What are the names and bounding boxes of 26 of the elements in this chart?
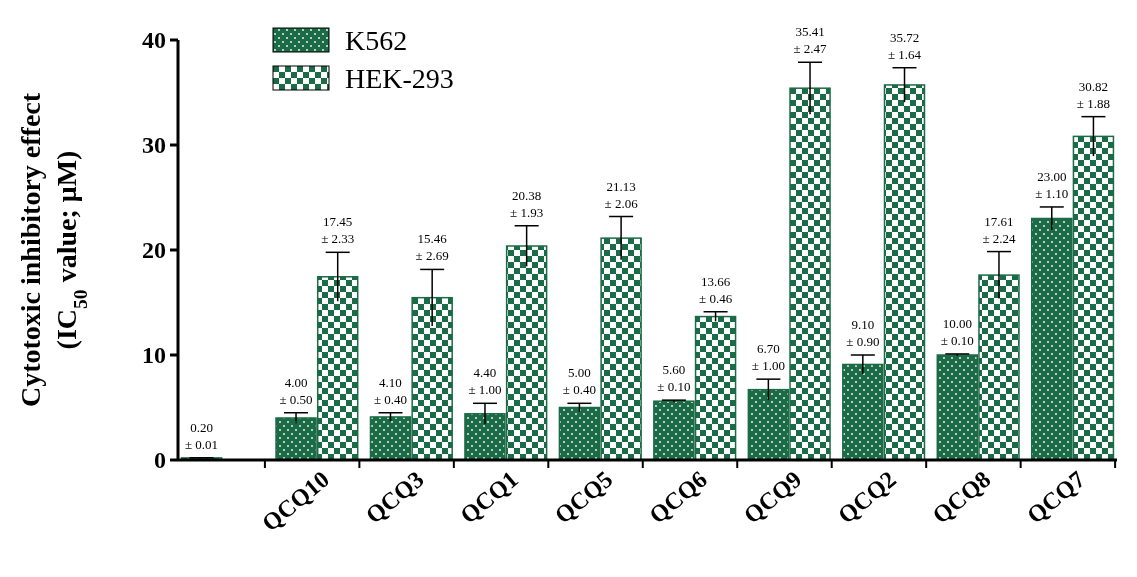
data-label: 4.00 ± 0.50 — [279, 374, 313, 407]
data-label: 5.60 ± 0.10 — [657, 362, 691, 395]
data-label: 4.40 ± 1.00 — [468, 365, 502, 398]
data-label: 30.82 ± 1.88 — [1076, 78, 1111, 111]
data-label: 17.61 ± 2.24 — [982, 213, 1017, 246]
data-label: 23.00 ± 1.10 — [1035, 168, 1069, 201]
data-label: 4.10 ± 0.40 — [373, 374, 408, 407]
data-label: 13.66 ± 0.46 — [699, 273, 733, 306]
data-label: 35.41 ± 2.47 — [793, 24, 828, 57]
data-label: 17.45 ± 2.33 — [321, 214, 355, 247]
y-tick-label: 30 — [142, 132, 166, 159]
data-label: 5.00 ± 0.40 — [562, 365, 596, 398]
data-label: 0.20 ± 0.01 — [184, 419, 219, 452]
y-tick-label: 40 — [142, 27, 166, 54]
data-label: 21.13 ± 2.06 — [604, 178, 639, 211]
y-tick-label: 0 — [154, 447, 166, 474]
data-label: 10.00 ± 0.10 — [940, 315, 974, 348]
data-label: 6.70 ± 1.00 — [751, 341, 785, 374]
y-tick-label: 10 — [142, 342, 166, 369]
legend-label: K562 — [345, 24, 408, 56]
data-label: 9.10 ± 0.90 — [846, 317, 880, 349]
legend-label: HEK-293 — [345, 62, 454, 94]
data-label: 20.38 ± 1.93 — [510, 187, 544, 220]
y-tick-label: 20 — [142, 237, 166, 264]
data-label: 35.72 ± 1.64 — [887, 29, 922, 62]
data-label: 15.46 ± 2.69 — [415, 231, 449, 264]
